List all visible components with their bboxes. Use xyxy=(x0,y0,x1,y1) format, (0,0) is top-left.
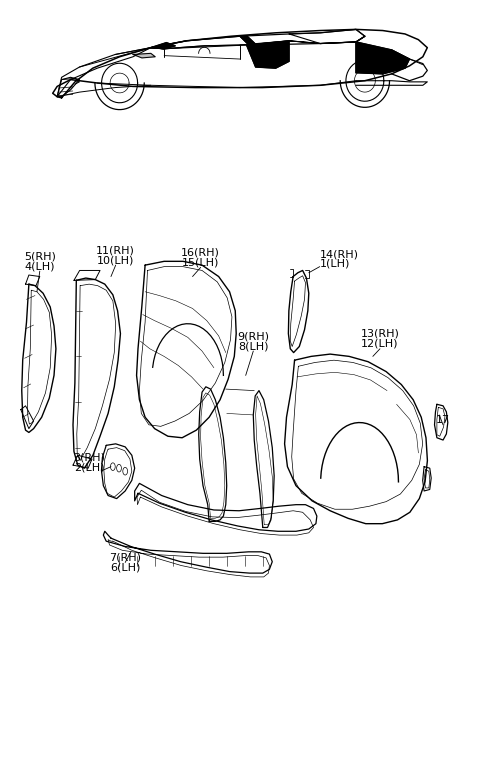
Polygon shape xyxy=(247,41,289,68)
Text: 4(LH): 4(LH) xyxy=(24,261,55,271)
Polygon shape xyxy=(151,43,175,49)
Text: 12(LH): 12(LH) xyxy=(361,339,399,349)
Polygon shape xyxy=(240,36,256,45)
Text: 13(RH): 13(RH) xyxy=(360,329,399,339)
Polygon shape xyxy=(133,54,155,58)
Text: 11(RH): 11(RH) xyxy=(96,245,135,255)
Text: 9(RH): 9(RH) xyxy=(237,331,269,341)
Text: 6(LH): 6(LH) xyxy=(110,562,140,572)
Text: 5(RH): 5(RH) xyxy=(24,251,56,261)
Text: 17: 17 xyxy=(436,415,450,425)
Text: 14(RH): 14(RH) xyxy=(320,249,359,259)
Text: 7(RH): 7(RH) xyxy=(109,552,141,562)
Text: 8(LH): 8(LH) xyxy=(238,341,268,351)
Polygon shape xyxy=(356,42,409,74)
Text: 2(LH): 2(LH) xyxy=(74,463,104,473)
Text: 3(RH): 3(RH) xyxy=(73,453,105,463)
Text: 16(RH): 16(RH) xyxy=(181,247,220,257)
Text: 1(LH): 1(LH) xyxy=(320,259,350,269)
Text: 10(LH): 10(LH) xyxy=(97,255,134,265)
Text: 15(LH): 15(LH) xyxy=(182,257,219,267)
